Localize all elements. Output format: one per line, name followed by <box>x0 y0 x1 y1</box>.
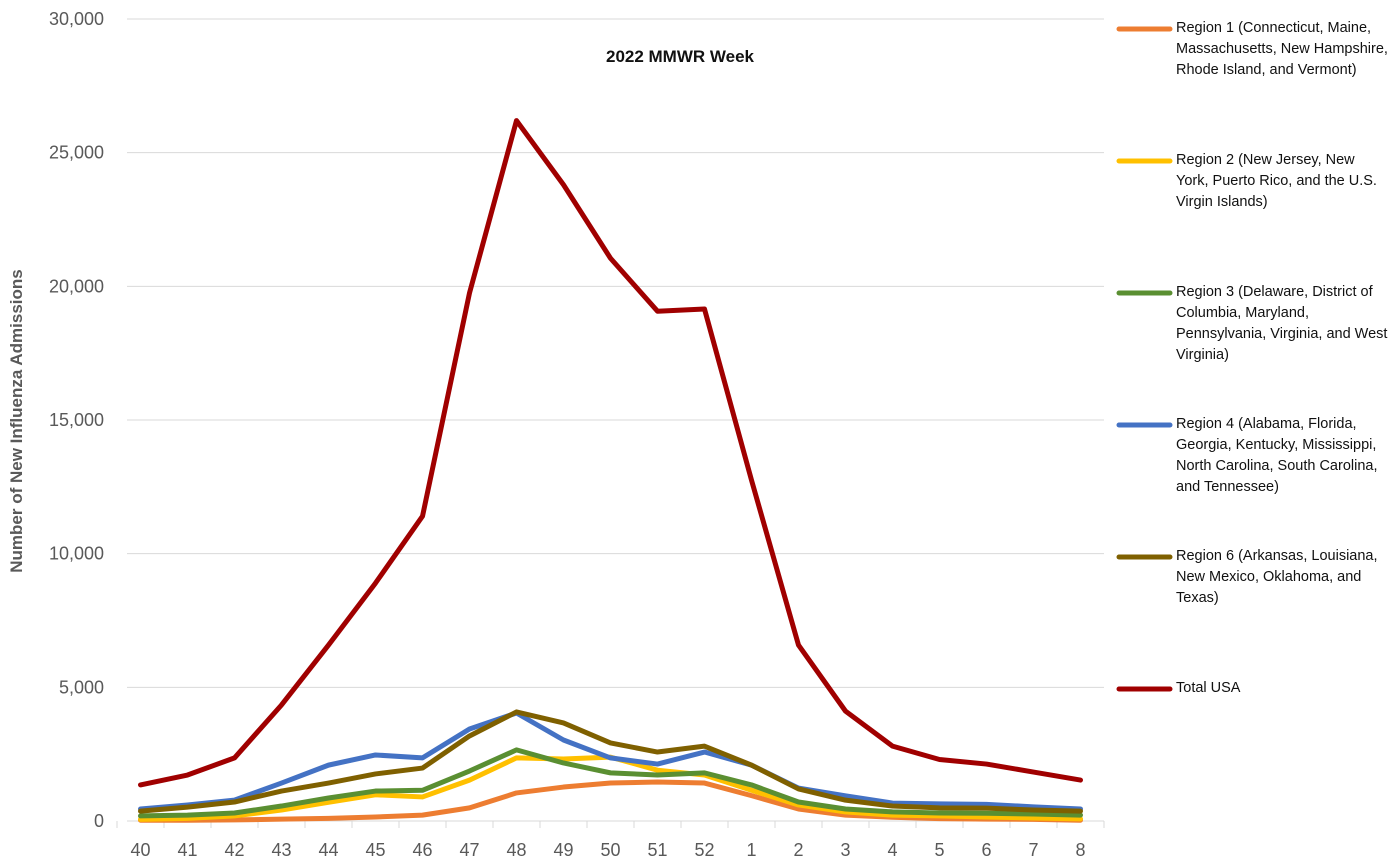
legend-label: Region 4 (Alabama, Florida, Georgia, Ken… <box>1176 416 1378 495</box>
x-tick-label: 5 <box>934 840 944 860</box>
x-tick-label: 47 <box>459 840 479 860</box>
legend-label: Region 6 (Arkansas, Louisiana, New Mexic… <box>1176 548 1378 606</box>
y-tick-label: 5,000 <box>59 677 104 697</box>
x-tick-label: 43 <box>271 840 291 860</box>
y-tick-label: 25,000 <box>49 143 104 163</box>
x-tick-label: 45 <box>365 840 385 860</box>
x-tick-label: 4 <box>887 840 897 860</box>
y-tick-label: 20,000 <box>49 276 104 296</box>
legend-label: Region 1 (Connecticut, Maine, Massachuse… <box>1176 20 1388 78</box>
series-line <box>138 710 1083 812</box>
x-tick-label: 44 <box>318 840 338 860</box>
chart-title: 2022 MMWR Week <box>606 47 755 66</box>
y-axis-label: Number of New Influenza Admissions <box>7 269 26 573</box>
x-tick-label: 46 <box>412 840 432 860</box>
y-tick-label: 10,000 <box>49 544 104 564</box>
x-tick-label: 50 <box>600 840 620 860</box>
x-tick-label: 6 <box>981 840 991 860</box>
x-tick-label: 48 <box>506 840 526 860</box>
x-tick-label: 1 <box>746 840 756 860</box>
legend-label: Total USA <box>1176 680 1241 696</box>
x-tick-label: 2 <box>793 840 803 860</box>
x-tick-label: 51 <box>647 840 667 860</box>
x-tick-label: 40 <box>130 840 150 860</box>
y-tick-label: 15,000 <box>49 410 104 430</box>
series-line <box>138 709 1083 814</box>
x-tick-label: 41 <box>177 840 197 860</box>
x-tick-label: 7 <box>1028 840 1038 860</box>
series-line <box>138 747 1083 819</box>
series-line <box>138 118 1083 788</box>
y-tick-label: 0 <box>94 811 104 831</box>
x-tick-label: 52 <box>694 840 714 860</box>
x-tick-label: 42 <box>224 840 244 860</box>
legend-label: Region 3 (Delaware, District of Columbia… <box>1176 284 1388 363</box>
x-tick-label: 8 <box>1075 840 1085 860</box>
legend-label: Region 2 (New Jersey, New York, Puerto R… <box>1176 152 1377 210</box>
y-tick-label: 30,000 <box>49 9 104 29</box>
x-tick-label: 49 <box>553 840 573 860</box>
x-tick-label: 3 <box>840 840 850 860</box>
